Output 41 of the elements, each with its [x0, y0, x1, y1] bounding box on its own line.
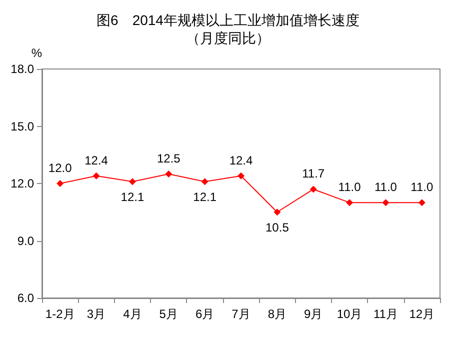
- x-tick-label: 1-2月: [45, 307, 75, 321]
- point: [382, 199, 390, 206]
- point: [165, 170, 172, 178]
- x-tick-label: 12月: [409, 307, 435, 321]
- data-label: 11.0: [374, 180, 398, 194]
- point: [310, 186, 317, 193]
- data-label: 12.1: [120, 190, 144, 204]
- x-tick-label: 11月: [373, 307, 398, 321]
- x-tick-label: 9月: [304, 307, 323, 321]
- y-tick-label: 6.0: [17, 291, 34, 305]
- data-label: 11.7: [302, 166, 325, 181]
- point: [238, 172, 244, 180]
- point: [201, 178, 208, 186]
- point: [56, 180, 64, 187]
- data-label: 10.5: [266, 220, 290, 235]
- data-label: 12.5: [156, 151, 181, 166]
- x-tick-label: 8月: [268, 307, 287, 321]
- chart-title: 图6 2014年规模以上工业增加值增长速度: [96, 12, 360, 28]
- x-tick-label: 3月: [86, 307, 106, 321]
- point: [346, 199, 354, 206]
- data-label: 11.0: [410, 180, 434, 194]
- data-label: 12.4: [84, 153, 108, 168]
- point: [418, 199, 426, 206]
- x-tick-label: 10月: [336, 307, 362, 321]
- point: [274, 208, 281, 216]
- data-label: 11.0: [338, 180, 362, 194]
- x-tick-label: 4月: [123, 307, 142, 321]
- y-tick-label: 18.0: [10, 62, 34, 76]
- x-tick-label: 7月: [232, 307, 250, 321]
- x-tick-label: 6月: [195, 307, 214, 321]
- data-label: 12.0: [48, 161, 72, 175]
- y-tick-label: 15.0: [10, 119, 34, 134]
- chart-subtitle: （月度同比）: [186, 30, 270, 46]
- x-tick-label: 5月: [159, 307, 178, 321]
- data-label: 12.1: [193, 190, 217, 204]
- point: [92, 172, 100, 180]
- y-tick-label: 12.0: [10, 176, 34, 190]
- y-axis-title: %: [31, 46, 42, 60]
- data-label: 12.4: [229, 153, 253, 168]
- y-tick-label: 9.0: [17, 234, 34, 248]
- point: [128, 178, 136, 186]
